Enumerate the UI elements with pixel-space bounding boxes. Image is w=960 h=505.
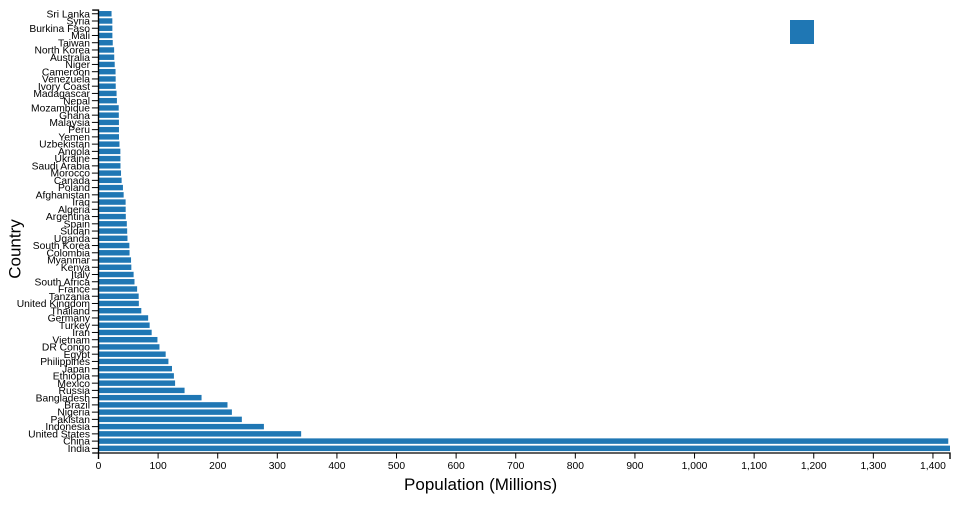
svg-text:Uzbekistan: Uzbekistan bbox=[39, 140, 90, 151]
svg-text:Sudan: Sudan bbox=[60, 227, 90, 238]
svg-text:Spain: Spain bbox=[64, 219, 91, 230]
svg-text:Kenya: Kenya bbox=[61, 263, 90, 274]
svg-text:400: 400 bbox=[328, 461, 345, 472]
svg-text:1,100: 1,100 bbox=[741, 461, 767, 472]
svg-text:500: 500 bbox=[388, 461, 405, 472]
svg-text:Nigeria: Nigeria bbox=[57, 408, 90, 419]
svg-text:Mozambique: Mozambique bbox=[31, 104, 90, 115]
svg-text:China: China bbox=[63, 437, 90, 448]
svg-text:1,200: 1,200 bbox=[801, 461, 827, 472]
svg-text:Syria: Syria bbox=[67, 17, 91, 28]
svg-text:Uganda: Uganda bbox=[54, 234, 90, 245]
svg-text:200: 200 bbox=[209, 461, 226, 472]
svg-text:100: 100 bbox=[150, 461, 167, 472]
svg-text:Vietnam: Vietnam bbox=[52, 335, 90, 346]
svg-text:Saudi Arabia: Saudi Arabia bbox=[32, 161, 91, 172]
svg-text:Sri Lanka: Sri Lanka bbox=[46, 9, 90, 20]
svg-text:Ivory Coast: Ivory Coast bbox=[38, 82, 90, 93]
svg-text:Bangladesh: Bangladesh bbox=[36, 393, 91, 404]
svg-text:Algeria: Algeria bbox=[58, 205, 90, 216]
svg-text:Population (Millions): Population (Millions) bbox=[404, 475, 557, 494]
svg-text:Ethiopia: Ethiopia bbox=[53, 372, 90, 383]
svg-text:Poland: Poland bbox=[58, 183, 90, 194]
svg-text:Taiwan: Taiwan bbox=[58, 38, 90, 49]
svg-text:Australia: Australia bbox=[50, 53, 90, 64]
svg-text:South Korea: South Korea bbox=[33, 241, 91, 252]
svg-text:Ukraine: Ukraine bbox=[55, 154, 91, 165]
svg-text:Cameroon: Cameroon bbox=[42, 67, 90, 78]
svg-text:700: 700 bbox=[507, 461, 524, 472]
svg-text:Argentina: Argentina bbox=[46, 212, 90, 223]
svg-text:Japan: Japan bbox=[62, 364, 90, 375]
svg-text:Tanzania: Tanzania bbox=[49, 292, 90, 303]
svg-text:Italy: Italy bbox=[71, 270, 91, 281]
svg-text:Egypt: Egypt bbox=[64, 350, 90, 361]
svg-text:Iran: Iran bbox=[72, 328, 90, 339]
svg-text:300: 300 bbox=[269, 461, 286, 472]
svg-text:Philippines: Philippines bbox=[40, 357, 90, 368]
svg-text:Angola: Angola bbox=[58, 147, 90, 158]
svg-text:1,300: 1,300 bbox=[860, 461, 886, 472]
svg-text:Madagascar: Madagascar bbox=[33, 89, 90, 100]
svg-text:DR Congo: DR Congo bbox=[42, 343, 90, 354]
svg-text:Mexico: Mexico bbox=[57, 379, 90, 390]
svg-text:0: 0 bbox=[96, 461, 102, 472]
svg-text:Turkey: Turkey bbox=[59, 321, 91, 332]
svg-text:Yemen: Yemen bbox=[58, 132, 90, 143]
svg-text:Ghana: Ghana bbox=[59, 111, 90, 122]
svg-text:Mali: Mali bbox=[71, 31, 90, 42]
svg-text:South Africa: South Africa bbox=[34, 277, 90, 288]
svg-text:Morocco: Morocco bbox=[51, 169, 91, 180]
svg-text:Iraq: Iraq bbox=[72, 198, 90, 209]
svg-text:Burkina Faso: Burkina Faso bbox=[29, 24, 90, 35]
svg-text:Niger: Niger bbox=[65, 60, 90, 71]
svg-text:Pakistan: Pakistan bbox=[51, 415, 91, 426]
svg-text:Brazil: Brazil bbox=[64, 400, 90, 411]
svg-text:North Korea: North Korea bbox=[34, 46, 90, 57]
svg-text:France: France bbox=[58, 285, 90, 296]
svg-text:Russia: Russia bbox=[59, 386, 91, 397]
svg-text:Canada: Canada bbox=[54, 176, 90, 187]
svg-text:United States: United States bbox=[28, 429, 90, 440]
svg-text:Germany: Germany bbox=[48, 314, 91, 325]
svg-text:United Kingdom: United Kingdom bbox=[17, 299, 90, 310]
svg-text:800: 800 bbox=[567, 461, 584, 472]
svg-text:1,400: 1,400 bbox=[920, 461, 946, 472]
svg-text:India: India bbox=[68, 444, 91, 455]
svg-text:Country: Country bbox=[6, 219, 25, 279]
svg-text:Malaysia: Malaysia bbox=[49, 118, 90, 129]
svg-text:Venezuela: Venezuela bbox=[42, 75, 90, 86]
svg-text:Colombia: Colombia bbox=[47, 248, 91, 259]
svg-text:Nepal: Nepal bbox=[63, 96, 90, 107]
svg-text:600: 600 bbox=[448, 461, 465, 472]
svg-text:1,000: 1,000 bbox=[682, 461, 708, 472]
svg-text:Afghanistan: Afghanistan bbox=[36, 190, 91, 201]
svg-text:Peru: Peru bbox=[68, 125, 90, 136]
svg-text:Thailand: Thailand bbox=[51, 306, 91, 317]
svg-text:Indonesia: Indonesia bbox=[45, 422, 90, 433]
svg-text:Myanmar: Myanmar bbox=[47, 256, 90, 267]
svg-text:900: 900 bbox=[626, 461, 643, 472]
